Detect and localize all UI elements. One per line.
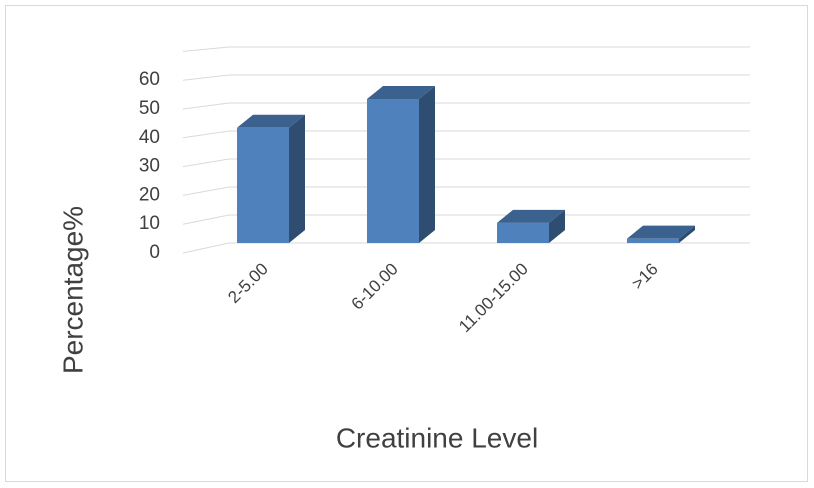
bar-top	[627, 225, 695, 239]
bar-side	[289, 114, 305, 243]
grid-line	[182, 46, 750, 52]
bar-top	[367, 86, 435, 99]
y-tick-label: 30	[139, 156, 160, 177]
y-tick-label: 60	[139, 69, 160, 90]
bar-top	[497, 209, 565, 223]
grid-line	[182, 74, 750, 81]
grid-line	[182, 130, 750, 139]
bar	[237, 127, 289, 243]
grid-line	[182, 214, 750, 225]
y-tick-label: 20	[139, 184, 160, 205]
bar-top	[237, 114, 305, 128]
grid-line	[182, 242, 750, 254]
y-tick-label: 50	[139, 98, 160, 119]
y-tick-label: 10	[139, 213, 160, 234]
grid-line	[182, 158, 750, 168]
x-axis-title: Creatinine Level	[336, 422, 538, 453]
y-tick-label: 40	[139, 127, 160, 148]
bar	[497, 222, 549, 243]
grid-line	[182, 102, 750, 110]
y-axis-title: Percentage%	[57, 206, 88, 374]
bar-side	[549, 209, 565, 243]
bar-side	[419, 86, 435, 243]
bar	[627, 238, 679, 243]
bar	[367, 99, 419, 243]
grid-line	[182, 186, 750, 196]
y-tick-label: 0	[149, 242, 160, 263]
bar-side	[679, 225, 695, 243]
